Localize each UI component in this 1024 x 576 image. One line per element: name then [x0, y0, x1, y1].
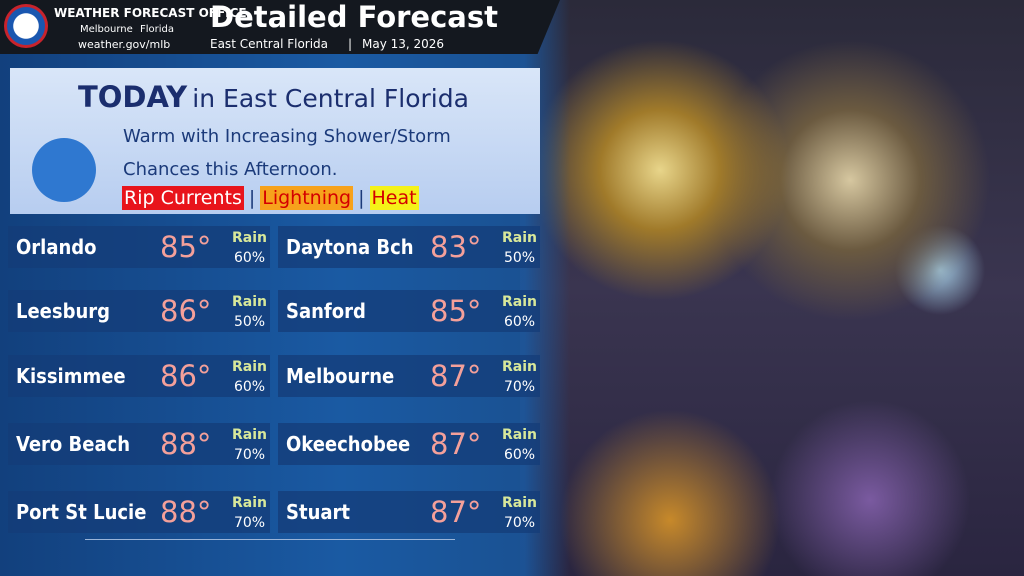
hazard: Lightning — [260, 186, 354, 210]
rain-chance: 50% — [233, 314, 266, 330]
city-temp: 85° — [160, 230, 212, 264]
city-name: Leesburg — [16, 299, 111, 323]
city-temp: 83° — [430, 230, 482, 264]
date: May 13, 2026 — [362, 37, 445, 51]
city-name: Port St Lucie — [16, 500, 147, 524]
today-label: TODAY — [78, 80, 188, 114]
city-temp: 87° — [430, 427, 482, 461]
city-name: Kissimmee — [16, 364, 126, 388]
city-cell: Okeechobee 87° Rain 60% — [278, 423, 540, 465]
city-name: Daytona Bch — [286, 235, 414, 259]
city-temp: 85° — [430, 294, 482, 328]
city-cell: Stuart 87° Rain 70% — [278, 491, 540, 533]
rain-chance: 70% — [233, 447, 266, 463]
city-temp: 87° — [430, 359, 482, 393]
rain: Rain 50% — [502, 228, 537, 268]
hazard-separator: | — [358, 187, 365, 209]
hazard-separator: | — [248, 187, 256, 209]
hazard: Rip Currents — [122, 186, 244, 210]
rain-label: Rain — [502, 427, 537, 443]
rain-chance: 60% — [503, 447, 536, 463]
rain-chance: 70% — [503, 515, 536, 531]
city-temp: 86° — [160, 294, 212, 328]
rain-chance: 60% — [503, 314, 536, 330]
hazards: Rip Currents | Lightning | Heat — [122, 186, 419, 210]
city-cell: Leesburg 86° Rain 50% — [8, 290, 270, 332]
bottom-rule — [85, 539, 455, 540]
rain-label: Rain — [502, 495, 537, 511]
city-name: Orlando — [16, 235, 97, 259]
rain-chance: 70% — [503, 379, 536, 395]
separator: | — [348, 37, 353, 51]
city-temp: 87° — [430, 495, 482, 529]
city-temp: 88° — [160, 427, 212, 461]
office-city: Melbourne — [80, 24, 133, 35]
city-name: Vero Beach — [16, 432, 131, 456]
rain-label: Rain — [502, 294, 537, 310]
city-name: Stuart — [286, 500, 350, 524]
rain: Rain 60% — [232, 228, 267, 268]
city-cell: Melbourne 87° Rain 70% — [278, 355, 540, 397]
city-cell: Vero Beach 88° Rain 70% — [8, 423, 270, 465]
rain-label: Rain — [232, 495, 267, 511]
rain: Rain 50% — [232, 292, 267, 332]
rain-label: Rain — [502, 359, 537, 375]
rain: Rain 60% — [232, 357, 267, 397]
city-name: Okeechobee — [286, 432, 411, 456]
rain-label: Rain — [232, 230, 267, 246]
logo — [4, 4, 48, 48]
city-cell: Port St Lucie 88° Rain 70% — [8, 491, 270, 533]
rain-label: Rain — [232, 427, 267, 443]
rain: Rain 70% — [232, 493, 267, 533]
header-bar: WEATHER FORECAST OFFICE Melbourne Florid… — [0, 0, 560, 54]
today-panel: TODAY in East Central Florida Warm with … — [10, 68, 540, 214]
rain: Rain 70% — [502, 493, 537, 533]
rain: Rain 60% — [502, 292, 537, 332]
today-description: Warm with Increasing Shower/Storm Chance… — [123, 126, 451, 180]
region: East Central Florida — [210, 37, 329, 51]
rain: Rain 70% — [232, 425, 267, 465]
office-url: weather.gov/mlb — [78, 38, 171, 51]
office-state: Florida — [140, 24, 175, 35]
today-region: in East Central Florida — [192, 84, 469, 113]
city-cell: Orlando 85° Rain 60% — [8, 226, 270, 268]
rain-photo — [520, 0, 1024, 576]
city-cell: Kissimmee 86° Rain 60% — [8, 355, 270, 397]
rain-label: Rain — [502, 230, 537, 246]
city-temp: 86° — [160, 359, 212, 393]
city-cell: Daytona Bch 83° Rain 50% — [278, 226, 540, 268]
rain-chance: 70% — [233, 515, 266, 531]
city-cell: Sanford 85° Rain 60% — [278, 290, 540, 332]
rain-chance: 60% — [233, 250, 266, 266]
rain-chance: 50% — [503, 250, 536, 266]
rain: Rain 60% — [502, 425, 537, 465]
weather-icon — [32, 138, 96, 202]
office: WEATHER FORECAST OFFICE — [54, 6, 247, 20]
rain-label: Rain — [232, 359, 267, 375]
city-name: Melbourne — [286, 364, 395, 388]
city-temp: 88° — [160, 495, 212, 529]
title: Detailed Forecast — [210, 0, 498, 34]
city-name: Sanford — [286, 299, 366, 323]
rain-chance: 60% — [233, 379, 266, 395]
today-heading: TODAY in East Central Florida — [78, 80, 469, 114]
rain: Rain 70% — [502, 357, 537, 397]
hazard: Heat — [369, 186, 419, 210]
rain-label: Rain — [232, 294, 267, 310]
